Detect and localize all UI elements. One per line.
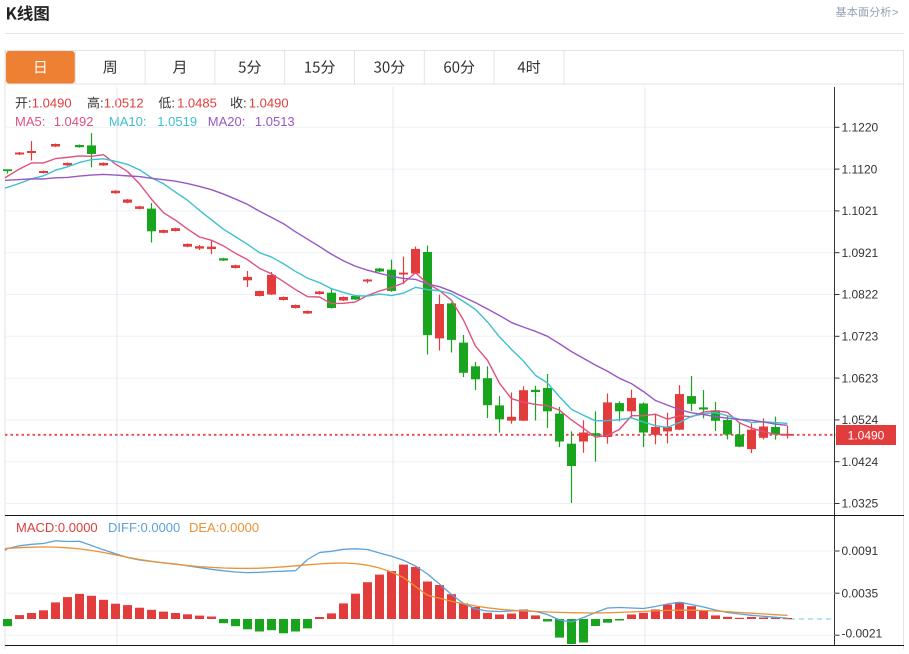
svg-text:1.0490: 1.0490 [32,96,72,111]
svg-text:DIFF:0.0000: DIFF:0.0000 [108,520,180,535]
svg-text::: : [100,96,104,111]
svg-text:-0.0021: -0.0021 [842,626,883,640]
svg-text:0.0091: 0.0091 [842,544,879,558]
svg-text:1.0822: 1.0822 [842,288,879,302]
svg-text:1.0325: 1.0325 [842,497,879,511]
svg-text:1.1021: 1.1021 [842,204,879,218]
svg-text:MACD:0.0000: MACD:0.0000 [16,520,98,535]
svg-text:1.0921: 1.0921 [842,246,879,260]
svg-text:1.0490: 1.0490 [848,428,885,442]
svg-text:1.0524: 1.0524 [842,413,879,427]
svg-text:MA10:: MA10: [109,114,147,129]
svg-text:MA5:: MA5: [15,114,45,129]
svg-text::: : [28,96,32,111]
svg-text:1.1120: 1.1120 [842,162,878,176]
svg-text:1.0519: 1.0519 [157,114,197,129]
svg-text::: : [243,96,247,111]
svg-text:1.0512: 1.0512 [104,96,144,111]
svg-text:1.0490: 1.0490 [249,96,289,111]
svg-text:1.0513: 1.0513 [255,114,295,129]
svg-text:1.1220: 1.1220 [842,121,879,135]
svg-text::: : [171,96,175,111]
svg-text:1.0723: 1.0723 [842,330,879,344]
svg-text:>: > [892,7,899,19]
svg-text:MA20:: MA20: [208,114,246,129]
svg-text:DEA:0.0000: DEA:0.0000 [189,520,259,535]
svg-text:1.0623: 1.0623 [842,371,879,385]
svg-text:1.0424: 1.0424 [842,455,879,469]
svg-text:1.0485: 1.0485 [177,96,217,111]
svg-text:0.0035: 0.0035 [842,586,879,600]
svg-text:1.0492: 1.0492 [54,114,94,129]
